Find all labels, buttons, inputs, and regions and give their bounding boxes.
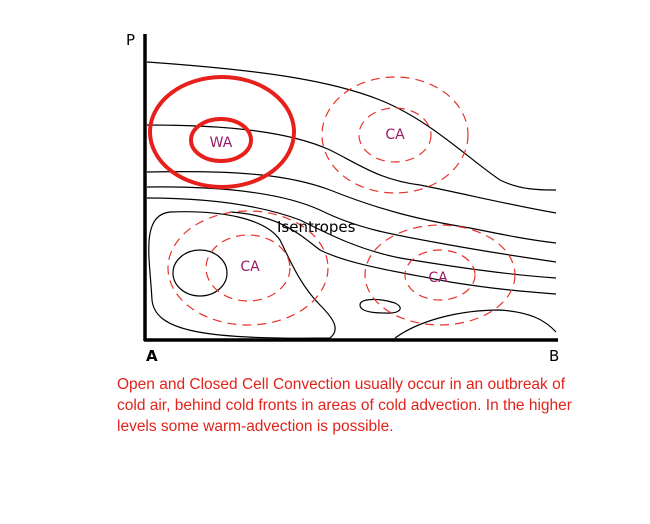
isentropes-label: Isentropes: [277, 218, 356, 236]
wa-outer: [148, 75, 296, 189]
wa-label: WA: [210, 135, 233, 151]
ca-inner: [205, 234, 291, 302]
caption-line: cold air, behind cold fronts in areas of…: [117, 397, 572, 414]
ca-outer: [364, 224, 516, 326]
wa-inner: [189, 117, 253, 163]
y-axis-label: P: [126, 31, 135, 49]
isentropes: [146, 61, 557, 339]
caption-line: Open and Closed Cell Convection usually …: [117, 376, 566, 393]
ca-label: CA: [240, 259, 260, 275]
caption-line: levels some warm-advection is possible.: [117, 418, 394, 435]
ca-outer: [321, 76, 469, 194]
x-start-label: A: [146, 347, 158, 365]
ca-outer: [167, 210, 329, 326]
ca-inner: [404, 249, 476, 301]
ca-label: CA: [385, 127, 405, 143]
x-end-label: B: [549, 347, 559, 365]
ca-label: CA: [428, 270, 448, 286]
ca-inner: [358, 107, 432, 163]
